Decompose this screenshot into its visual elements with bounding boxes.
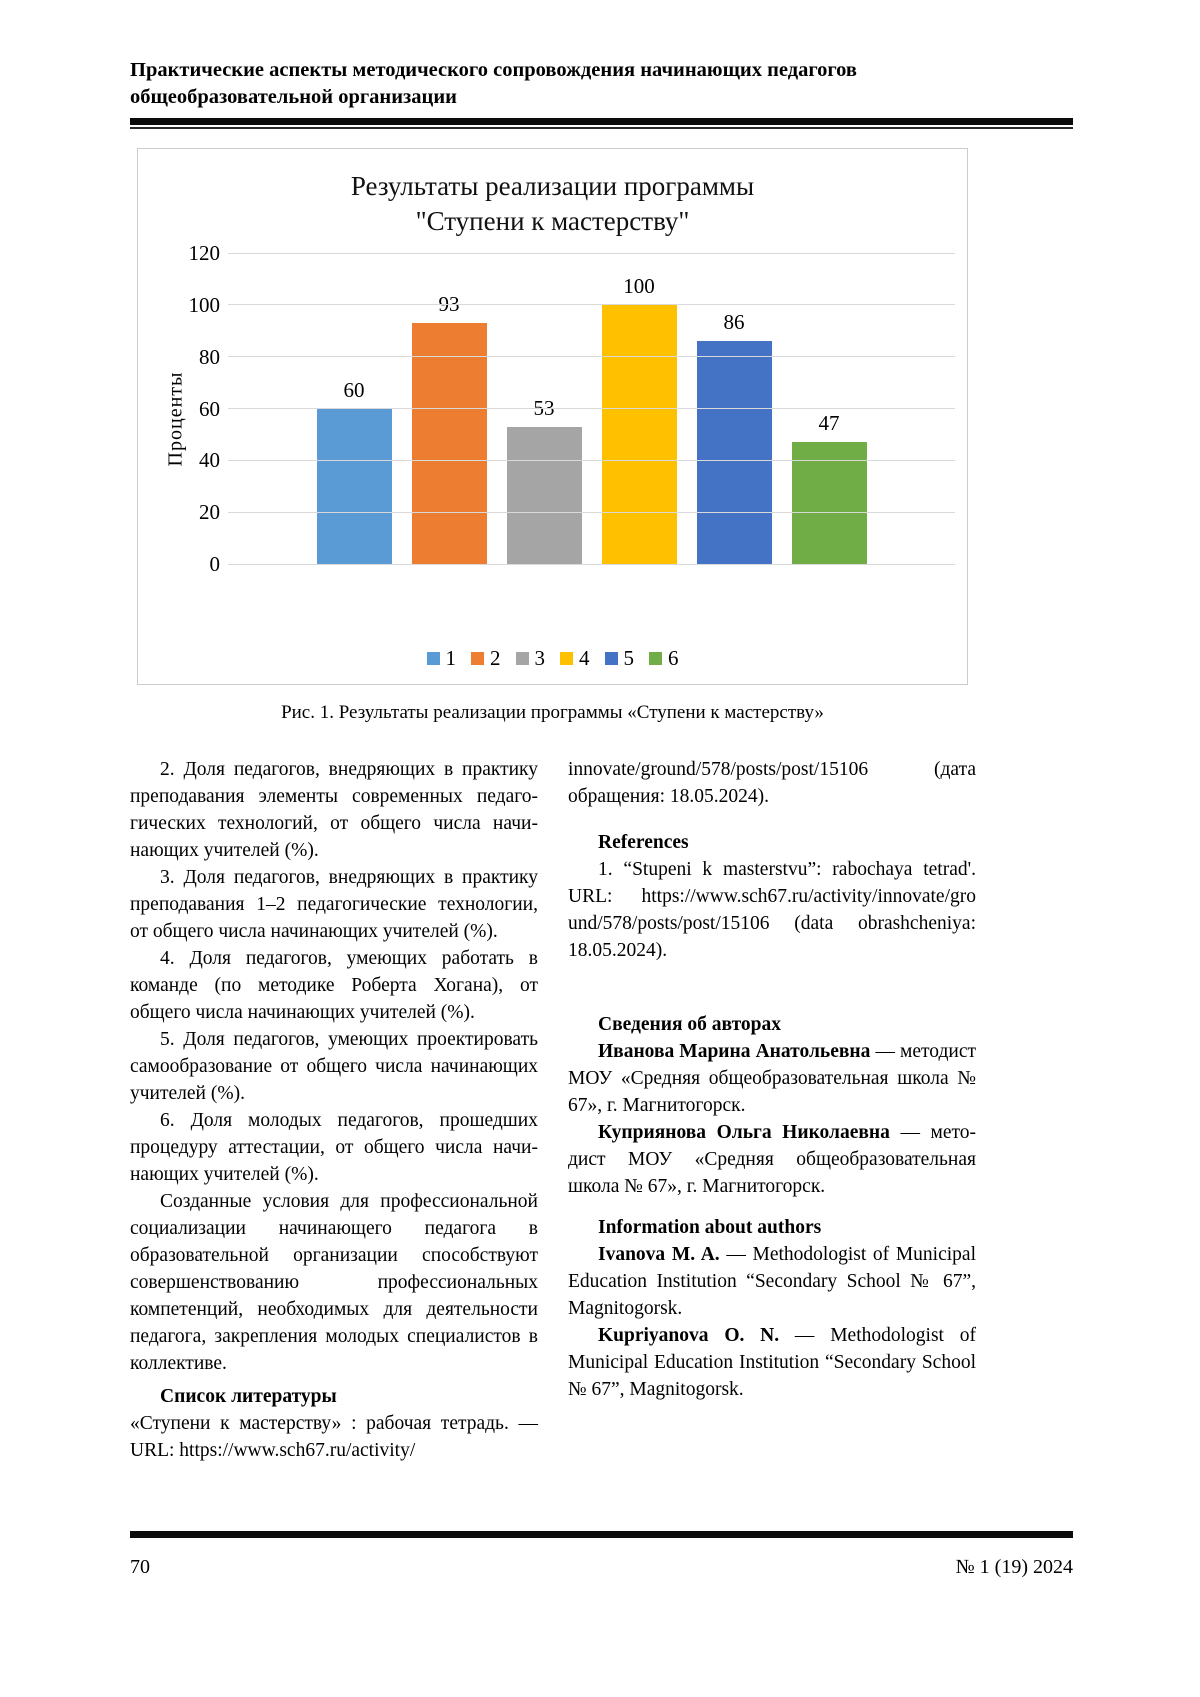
legend-swatch — [649, 652, 662, 665]
url-continuation: innovate/ground/578/posts/post/15106 (да… — [568, 759, 976, 807]
chart-title-line-2: "Ступени к мастерству" — [415, 206, 690, 236]
bar-value-label: 60 — [343, 377, 365, 402]
author-name: Ivanova M. A. — [598, 1244, 720, 1265]
header-rule-thin — [130, 127, 1073, 129]
author-description: — Methodologist of Municipal Education I… — [568, 1325, 977, 1400]
legend-item-1: 1 — [426, 646, 457, 671]
body-paragraph: 5. Доля педагогов, умеющих проектиро­ват… — [130, 1029, 538, 1104]
bar-5 — [696, 341, 772, 564]
bar-2 — [411, 322, 487, 564]
bar-4 — [601, 304, 677, 564]
legend-label: 1 — [445, 646, 457, 670]
legend-label: 5 — [623, 646, 635, 670]
y-tick-label: 60 — [199, 396, 220, 421]
reference-item: 1. “Stupeni k masterstvu”: rabochaya tet… — [568, 859, 976, 961]
footer-rule — [130, 1531, 1073, 1538]
figure-chart: Результаты реализации программы "Ступени… — [137, 148, 968, 685]
bar-value-label: 86 — [723, 310, 745, 335]
author-en: Ivanova M. A. — Methodologist of Munici­… — [568, 1241, 976, 1322]
bar-group-2: 93 — [411, 253, 487, 564]
bibliography-item: «Ступени к мастерству» : рабочая тет­рад… — [130, 1413, 538, 1461]
bar-value-label: 100 — [623, 273, 655, 298]
bars-container: 60 93 53 100 86 47 — [228, 253, 955, 564]
left-column: 2. Доля педагогов, внедряющих в практику… — [130, 756, 538, 1464]
article-title: Практические аспекты методического сопро… — [130, 59, 857, 108]
chart-title: Результаты реализации программы "Ступени… — [138, 169, 967, 239]
legend-label: 4 — [579, 646, 590, 670]
bar-1 — [316, 408, 392, 564]
bar-group-5: 86 — [696, 253, 772, 564]
legend-swatch — [515, 652, 529, 665]
author-ru: Иванова Марина Анатольевна — мето­дист М… — [568, 1038, 976, 1119]
y-tick-label: 100 — [188, 292, 221, 317]
author-description: — мето­дист МОУ «Средняя общеобразовател… — [568, 1041, 976, 1116]
bar-value-label: 93 — [438, 291, 460, 316]
author-name: Kupriyanova O. N. — [598, 1325, 780, 1346]
chart-legend: 1 2 3 4 5 6 — [138, 646, 967, 671]
footer: 70 № 1 (19) 2024 — [130, 1554, 1073, 1580]
gridline — [228, 408, 955, 409]
gridline — [228, 356, 955, 358]
issue-number: № 1 (19) 2024 — [955, 1556, 1073, 1578]
author-en: Kupriyanova O. N. — Methodologist of Mun… — [568, 1322, 976, 1403]
body-paragraph: 3. Доля педагогов, внедряющих в практику… — [130, 867, 538, 942]
gridline — [228, 304, 955, 306]
body-paragraph: 2. Доля педагогов, внедряющих в практику… — [130, 759, 538, 861]
bar-value-label: 53 — [533, 395, 555, 420]
two-column-text: 2. Доля педагогов, внедряющих в практику… — [130, 756, 976, 1464]
y-tick-label: 80 — [199, 344, 220, 369]
bibliography-heading: Список литературы — [160, 1386, 337, 1407]
body-paragraph: Созданные условия для профессиональной с… — [130, 1191, 538, 1374]
right-column: innovate/ground/578/posts/post/15106 (да… — [568, 756, 976, 1464]
author-description: — мето­дист МОУ «Средняя общеобразовател… — [568, 1122, 977, 1197]
legend-item-4: 4 — [560, 646, 590, 671]
authors-en-heading: Information about authors — [598, 1217, 822, 1238]
authors-ru-heading: Сведения об авторах — [598, 1014, 782, 1035]
legend-swatch — [604, 652, 618, 665]
bar-3 — [506, 426, 582, 564]
author-description: — Methodologist of Munici­pal Education … — [568, 1244, 976, 1319]
chart-title-line-1: Результаты реализации программы — [350, 171, 755, 201]
gridline — [228, 252, 955, 254]
legend-swatch — [471, 652, 484, 665]
references-heading: References — [598, 832, 689, 853]
bar-group-6: 47 — [791, 253, 867, 564]
bar-6 — [791, 442, 867, 564]
bar-value-label: 47 — [818, 411, 840, 436]
page-number: 70 — [130, 1556, 150, 1578]
legend-label: 6 — [668, 646, 679, 670]
bar-group-3: 53 — [506, 253, 582, 564]
body-paragraph: 6. Доля молодых педагогов, прошедших про… — [130, 1110, 538, 1185]
author-name: Куприянова Ольга Николаевна — [598, 1122, 890, 1143]
bar-group-4: 100 — [601, 253, 677, 564]
plot-area: 60 93 53 100 86 47 — [228, 252, 955, 565]
legend-label: 3 — [534, 646, 546, 670]
y-tick-label: 120 — [188, 241, 221, 265]
gridline — [228, 459, 955, 461]
y-axis-ticks: 0 20 40 60 80 100 120 — [138, 241, 221, 576]
legend-item-5: 5 — [604, 646, 635, 671]
author-name: Иванова Марина Анатольевна — [598, 1041, 871, 1062]
author-ru: Куприянова Ольга Николаевна — мето­дист … — [568, 1119, 976, 1200]
legend-label: 2 — [490, 646, 501, 670]
page-content: Практические аспекты методического сопро… — [130, 0, 1073, 1464]
y-tick-label: 0 — [209, 552, 221, 576]
legend-swatch — [426, 652, 440, 665]
y-tick-label: 20 — [199, 500, 220, 525]
legend-item-2: 2 — [471, 646, 501, 671]
body-paragraph: 4. Доля педагогов, умеющих работать в ко… — [130, 948, 538, 1023]
legend-item-6: 6 — [649, 646, 679, 671]
header-rule-thick — [130, 118, 1073, 125]
gridline — [228, 511, 955, 513]
gridline — [228, 563, 955, 565]
bar-group-1: 60 — [316, 253, 392, 564]
y-tick-label: 40 — [199, 448, 220, 473]
legend-swatch — [560, 652, 573, 665]
figure-caption: Рис. 1. Результаты реализации программы … — [281, 702, 824, 723]
legend-item-3: 3 — [515, 646, 546, 671]
